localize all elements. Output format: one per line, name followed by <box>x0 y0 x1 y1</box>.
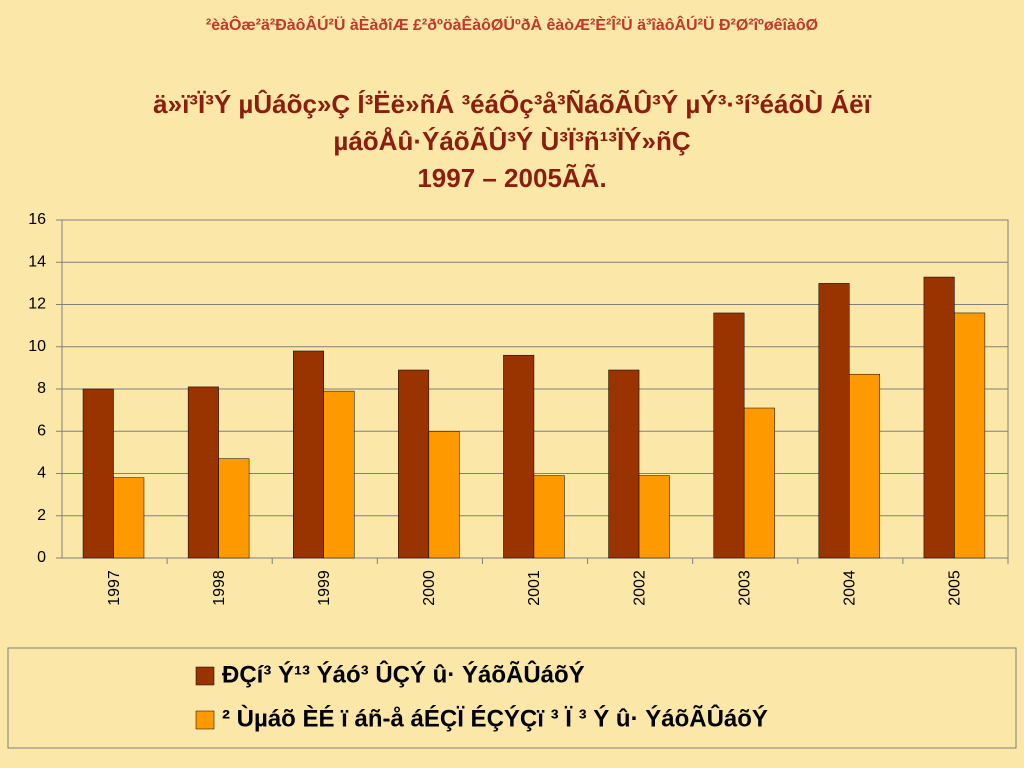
legend-label: ÐÇí³ Ý¹³ Ýáó³ ÛÇÝ û· ÝáõÃÛáõÝ <box>222 660 585 688</box>
x-tick-label: 2001 <box>526 570 543 606</box>
legend-box <box>7 647 1017 749</box>
y-tick-label: 10 <box>28 338 46 355</box>
x-tick-label: 2003 <box>736 570 753 606</box>
bar <box>608 369 640 559</box>
x-tick-label: 2002 <box>631 570 648 606</box>
y-tick-label: 14 <box>28 253 46 270</box>
y-tick-label: 16 <box>28 211 46 228</box>
bar <box>113 477 145 559</box>
y-tick-label: 8 <box>37 380 46 397</box>
bar <box>638 475 670 559</box>
bar <box>187 386 219 559</box>
x-tick-label: 2004 <box>842 570 859 606</box>
x-tick-label: 2005 <box>947 570 964 606</box>
bar <box>818 283 850 559</box>
legend-swatch <box>195 666 215 686</box>
bar <box>533 475 565 559</box>
bar <box>849 373 881 559</box>
bar <box>743 407 775 559</box>
y-tick-label: 4 <box>37 465 46 482</box>
bar <box>292 350 324 559</box>
bar <box>503 354 535 559</box>
x-tick-label: 1998 <box>211 570 228 606</box>
y-tick-label: 6 <box>37 422 46 439</box>
chart-title: ä»ï³Ï³Ý µÛáõç»Ç Í³Ëë»ñÁ ³éáÕç³å³ÑáõÃÛ³Ý … <box>153 89 871 119</box>
bar <box>323 390 355 559</box>
x-tick-label: 2000 <box>421 570 438 606</box>
bar <box>954 312 986 559</box>
bar <box>82 388 114 559</box>
legend-swatch <box>195 710 215 730</box>
x-tick-label: 1999 <box>316 570 333 606</box>
chart-title: 1997 – 2005ÃÃ. <box>417 163 606 193</box>
bar <box>713 312 745 559</box>
bar <box>428 431 460 559</box>
legend-label: ² Ùµáõ ÈÉ ï áñ-å áÉÇÏ ÉÇÝÇï ³ Ï ³ Ý û· Ý… <box>222 704 768 732</box>
bar <box>923 276 955 559</box>
x-tick-label: 1997 <box>106 570 123 606</box>
chart-title: µáõÅû·ÝáõÃÛ³Ý Ù³Ï³ñ¹³ÏÝ»ñÇ <box>333 126 691 156</box>
y-tick-label: 12 <box>28 296 46 313</box>
y-tick-label: 2 <box>37 507 46 524</box>
slide-header: ²èàÔæ²ä²ÐàôÂÚ²Ü àÈàðîÆ £²ðºöàÊàôØÜºðÀ êà… <box>206 15 818 34</box>
bar <box>398 369 430 559</box>
bar <box>218 458 250 559</box>
y-tick-label: 0 <box>37 549 46 566</box>
